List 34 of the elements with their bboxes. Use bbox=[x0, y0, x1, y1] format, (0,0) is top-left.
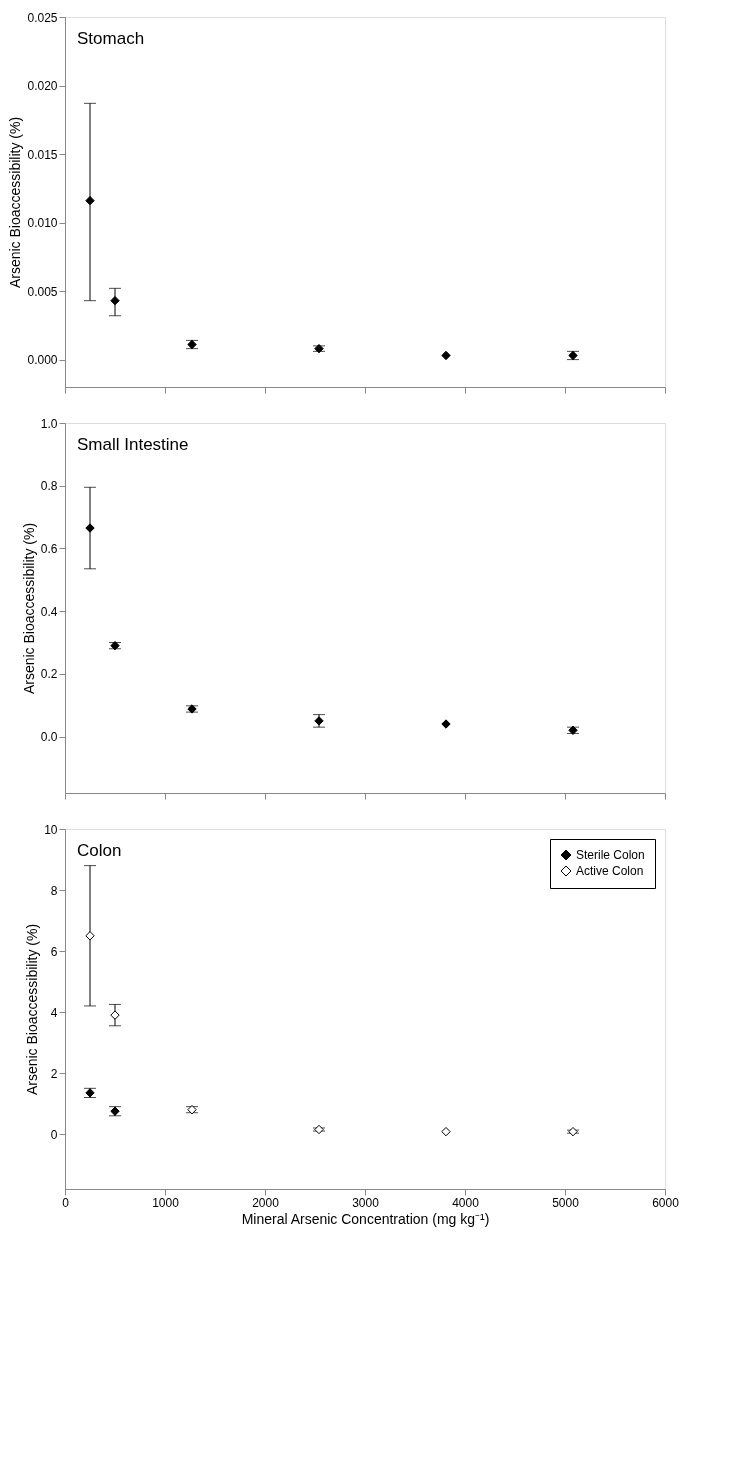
y-tick-label: 0.2 bbox=[40, 667, 58, 682]
x-tick-label: 4000 bbox=[452, 1195, 480, 1210]
y-tick-label: 8 bbox=[50, 883, 58, 898]
y-axis-title: Arsenic Bioaccessibility (%) bbox=[24, 923, 41, 1096]
x-tick-label: 6000 bbox=[652, 1195, 680, 1210]
annotation: Stomach bbox=[77, 29, 145, 48]
y-axis-title: Arsenic Bioaccessibility (%) bbox=[20, 522, 37, 695]
x-tick-label: 0 bbox=[62, 1195, 70, 1210]
y-axis-title: Arsenic Bioaccessibility (%) bbox=[7, 116, 24, 289]
y-tick-label: 0.4 bbox=[40, 604, 58, 619]
y-tick-label: 0.015 bbox=[27, 147, 58, 162]
y-tick-label: 1.0 bbox=[40, 416, 58, 431]
annotation: Colon bbox=[77, 841, 122, 860]
x-tick-label: 3000 bbox=[352, 1195, 380, 1210]
y-tick-label: 0.025 bbox=[27, 10, 58, 25]
annotation: Small Intestine bbox=[77, 435, 189, 454]
y-tick-label: 0.8 bbox=[40, 479, 58, 494]
legend-label: Sterile Colon bbox=[576, 848, 645, 862]
y-tick-label: 0.000 bbox=[27, 353, 58, 368]
x-tick-label: 1000 bbox=[152, 1195, 180, 1210]
y-tick-label: 0 bbox=[50, 1127, 58, 1142]
y-tick-label: 0.6 bbox=[40, 541, 58, 556]
y-tick-label: 10 bbox=[44, 822, 58, 837]
legend-label: Active Colon bbox=[576, 864, 644, 878]
y-tick-label: 4 bbox=[50, 1005, 58, 1020]
y-tick-label: 0.005 bbox=[27, 284, 58, 299]
y-tick-label: 2 bbox=[50, 1066, 58, 1081]
y-tick-label: 6 bbox=[50, 944, 58, 959]
y-tick-label: 0.020 bbox=[27, 79, 58, 94]
x-axis-title: Mineral Arsenic Concentration (mg kg⁻¹) bbox=[241, 1210, 490, 1227]
x-tick-label: 5000 bbox=[552, 1195, 580, 1210]
y-tick-label: 0.0 bbox=[40, 730, 58, 745]
y-tick-label: 0.010 bbox=[27, 216, 58, 231]
x-tick-label: 2000 bbox=[252, 1195, 280, 1210]
